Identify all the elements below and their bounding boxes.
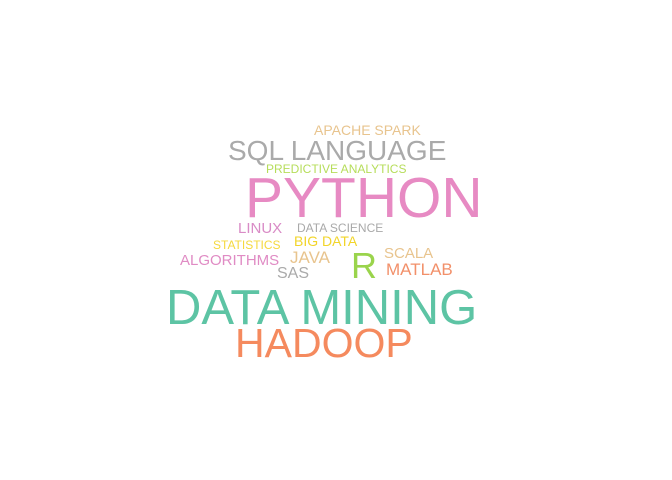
- word-scala: SCALA: [384, 245, 434, 262]
- word-big-data: BIG DATA: [294, 233, 358, 249]
- word-statistics: STATISTICS: [213, 238, 281, 252]
- word-hadoop: HADOOP: [235, 320, 413, 366]
- word-apache-spark: APACHE SPARK: [314, 122, 421, 138]
- word-algorithms: ALGORITHMS: [180, 252, 280, 269]
- word-data-science: DATA SCIENCE: [297, 221, 384, 235]
- word-python: PYTHON: [245, 166, 483, 230]
- word-matlab: MATLAB: [386, 260, 453, 279]
- word-predictive-analytics: PREDICTIVE ANALYTICS: [266, 162, 407, 176]
- word-linux: LINUX: [238, 220, 283, 237]
- word-data-mining: DATA MINING: [166, 281, 478, 335]
- word-r: R: [351, 245, 377, 286]
- word-java: JAVA: [290, 248, 330, 267]
- word-sas: SAS: [277, 265, 310, 282]
- word-sql-language: SQL LANGUAGE: [228, 135, 447, 166]
